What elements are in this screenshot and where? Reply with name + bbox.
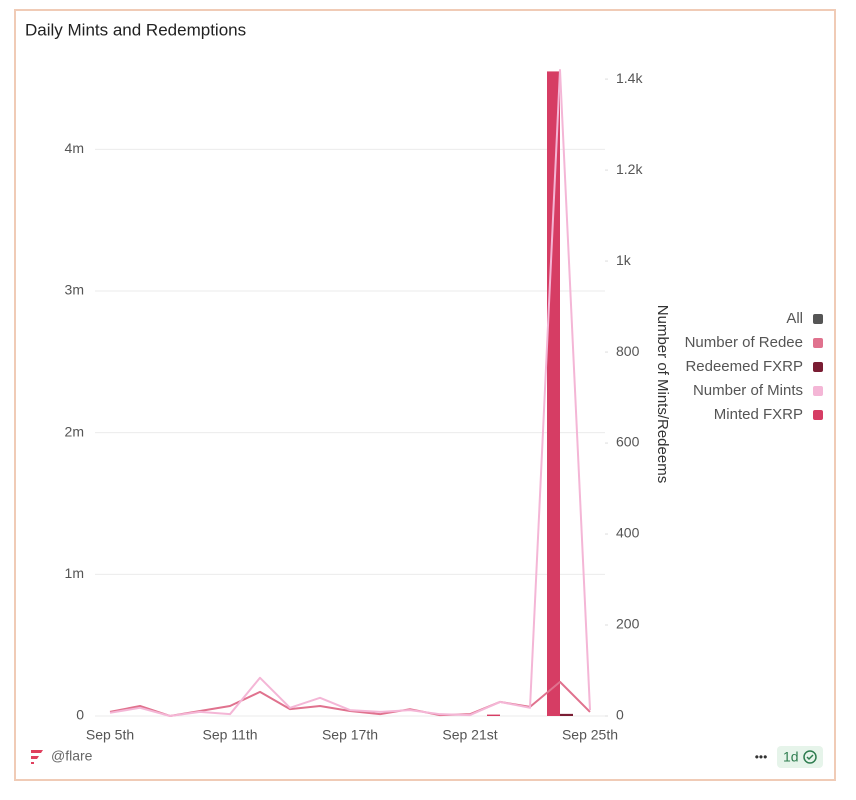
y2-tick-label: 400 [616,525,640,541]
check-icon [803,750,817,764]
y2-tick-label: 1k [616,252,632,268]
y-tick-label: 2m [65,423,84,439]
y-tick-label: 1m [65,565,84,581]
legend-swatch [813,338,823,348]
legend-swatch [813,362,823,372]
y2-tick-label: 600 [616,434,640,450]
y2-tick-label: 800 [616,343,640,359]
y2-tick-label: 1.2k [616,161,643,177]
card-border [14,9,836,781]
menu-button[interactable]: ••• [755,750,768,764]
chart-title: Daily Mints and Redemptions [25,20,246,39]
legend-label: Minted FXRP [714,406,803,423]
y-tick-label: 0 [76,707,84,723]
legend-label: Number of Mints [693,382,803,399]
x-tick-label: Sep 5th [86,727,134,743]
legend-label: Redeemed FXRP [685,358,803,375]
y2-tick-label: 200 [616,616,640,632]
legend-label: Number of Redee [685,334,803,351]
y-tick-label: 3m [65,282,84,298]
footer-logo [31,750,43,764]
legend-swatch [813,410,823,420]
interval-label: 1d [783,749,799,765]
source-label: @flare [51,748,93,764]
x-tick-label: Sep 21st [442,727,497,743]
legend-swatch [813,386,823,396]
legend-swatch [813,314,823,324]
x-tick-label: Sep 25th [562,727,618,743]
x-tick-label: Sep 11th [202,727,257,743]
bar [487,714,500,716]
x-tick-label: Sep 17th [322,727,378,743]
y2-tick-label: 0 [616,707,624,723]
bar [560,713,573,716]
legend-label: All [786,310,803,327]
y-tick-label: 4m [65,140,84,156]
y2-tick-label: 1.4k [616,70,643,86]
check-mark [806,754,814,761]
line [109,69,591,717]
bar [547,71,560,716]
y2-axis-label: Number of Mints/Redeems [654,305,671,483]
